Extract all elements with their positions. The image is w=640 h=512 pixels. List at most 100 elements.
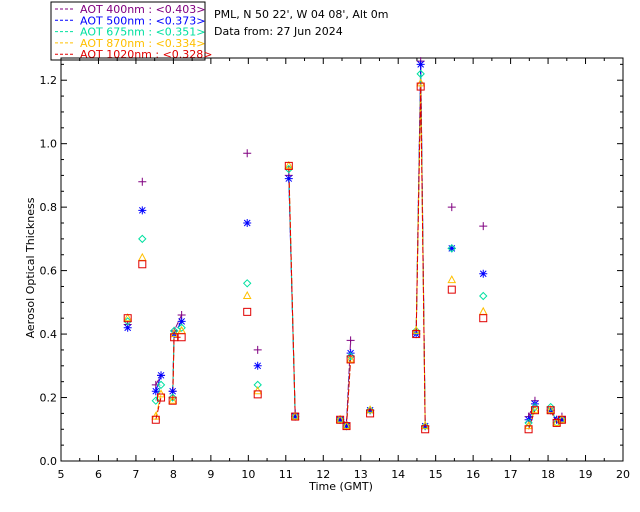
- y-axis-label: Aerosol Optical Thickness: [24, 197, 37, 338]
- x-tick-label: 20: [616, 468, 630, 481]
- series-line-4: [415, 86, 426, 430]
- y-tick-label: 0.8: [40, 201, 58, 214]
- series-line-3: [415, 83, 426, 427]
- data-point-1: [479, 269, 488, 278]
- x-tick-label: 10: [241, 468, 255, 481]
- data-point-4: [151, 415, 160, 424]
- x-axis-label: Time (GMT): [308, 480, 373, 493]
- x-tick-label: 12: [316, 468, 330, 481]
- data-point-4: [546, 406, 555, 415]
- data-point-1: [253, 361, 262, 370]
- x-tick-label: 9: [207, 468, 214, 481]
- data-point-4: [412, 330, 421, 339]
- y-tick-label: 0.2: [40, 392, 58, 405]
- data-point-3: [290, 411, 300, 420]
- data-point-2: [411, 326, 421, 336]
- data-point-4: [157, 393, 166, 402]
- data-point-4: [524, 425, 533, 434]
- data-point-3: [242, 290, 252, 299]
- data-point-3: [546, 405, 556, 414]
- data-point-4: [284, 161, 293, 170]
- data-point-1: [177, 317, 186, 326]
- data-point-1: [336, 415, 345, 424]
- data-point-4: [138, 260, 147, 269]
- legend-entry-0: AOT 400nm : <0.403>: [80, 3, 206, 16]
- data-point-3: [168, 395, 177, 404]
- data-date-label: Data from: 27 Jun 2024: [214, 25, 343, 38]
- data-point-2: [524, 418, 533, 428]
- data-point-1: [151, 387, 160, 396]
- data-point-3: [284, 160, 294, 169]
- x-tick-label: 19: [579, 468, 593, 481]
- data-point-2: [420, 421, 430, 431]
- data-point-4: [123, 314, 132, 323]
- series-lines: [155, 61, 563, 430]
- data-point-2: [177, 323, 186, 332]
- data-point-2: [365, 406, 375, 415]
- data-point-2: [169, 326, 179, 336]
- series-line-1: [155, 375, 162, 392]
- series-line-4: [288, 165, 296, 417]
- data-point-0: [138, 177, 147, 186]
- data-point-2: [151, 396, 160, 405]
- data-point-4: [342, 422, 351, 431]
- data-point-2: [168, 393, 177, 402]
- data-point-2: [416, 69, 425, 79]
- y-tick-label: 0.4: [40, 328, 58, 341]
- data-point-1: [416, 60, 425, 69]
- legend: AOT 400nm : <0.403>AOT 500nm : <0.373>AO…: [50, 1, 213, 61]
- x-tick-label: 11: [279, 468, 293, 481]
- data-point-0: [479, 222, 488, 231]
- data-point-3: [335, 414, 345, 423]
- data-point-4: [421, 425, 430, 434]
- data-point-3: [346, 354, 355, 363]
- data-point-0: [243, 149, 252, 158]
- data-point-1: [168, 387, 177, 396]
- data-point-1: [243, 219, 252, 228]
- legend-entry-4: AOT 1020nm : <0.328>: [80, 48, 213, 61]
- data-point-1: [284, 174, 293, 183]
- data-point-1: [447, 244, 456, 253]
- data-point-3: [342, 421, 351, 430]
- data-point-4: [253, 390, 262, 399]
- data-point-4: [346, 355, 355, 364]
- data-point-1: [557, 415, 566, 424]
- data-point-2: [156, 380, 166, 390]
- data-point-2: [479, 291, 488, 301]
- data-point-1: [157, 371, 166, 380]
- data-point-4: [243, 307, 252, 316]
- data-point-3: [123, 313, 133, 322]
- data-point-4: [530, 406, 539, 415]
- data-point-2: [243, 279, 252, 288]
- legend-entry-1: AOT 500nm : <0.373>: [80, 14, 206, 27]
- x-tick-label: 13: [354, 468, 368, 481]
- data-point-4: [557, 415, 566, 424]
- data-point-0: [253, 345, 262, 354]
- data-point-2: [138, 234, 147, 244]
- data-point-4: [336, 415, 345, 424]
- data-point-1: [138, 206, 147, 215]
- data-point-2: [546, 402, 555, 412]
- data-point-1: [123, 323, 132, 332]
- x-tick-label: 14: [391, 468, 405, 481]
- data-point-4: [447, 285, 456, 294]
- data-point-2: [530, 402, 540, 412]
- x-tick-label: 16: [466, 468, 480, 481]
- x-tick-label: 6: [95, 468, 102, 481]
- y-tick-label: 0.0: [40, 455, 58, 468]
- x-tick-label: 5: [58, 468, 65, 481]
- data-point-3: [137, 252, 147, 261]
- data-point-4: [291, 412, 300, 421]
- data-point-0: [346, 336, 355, 345]
- data-point-1: [342, 422, 351, 431]
- data-point-3: [530, 405, 540, 414]
- legend-entry-2: AOT 675nm : <0.351>: [80, 26, 206, 39]
- x-tick-label: 8: [170, 468, 177, 481]
- data-point-0: [447, 203, 456, 212]
- x-tick-label: 7: [132, 468, 139, 481]
- data-point-3: [177, 325, 186, 334]
- x-tick-label: 17: [504, 468, 518, 481]
- data-point-1: [291, 412, 300, 421]
- data-point-4: [177, 333, 186, 342]
